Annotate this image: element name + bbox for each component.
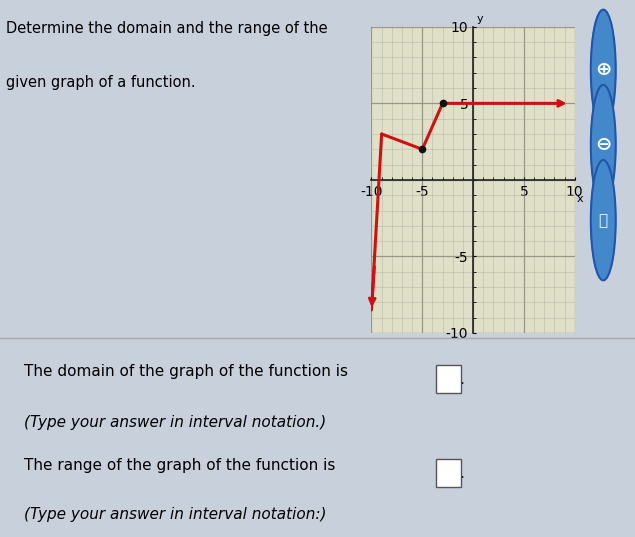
Text: The domain of the graph of the function is: The domain of the graph of the function …: [24, 364, 348, 379]
Text: (Type your answer in interval notation:): (Type your answer in interval notation:): [24, 507, 326, 522]
Text: ⊖: ⊖: [595, 135, 612, 155]
Text: (Type your answer in interval notation.): (Type your answer in interval notation.): [24, 415, 326, 430]
Text: ⊕: ⊕: [595, 60, 612, 79]
Text: x: x: [577, 194, 583, 204]
Circle shape: [591, 10, 616, 130]
Circle shape: [591, 160, 616, 280]
Text: ⧉: ⧉: [599, 213, 608, 228]
FancyBboxPatch shape: [436, 459, 461, 487]
FancyBboxPatch shape: [436, 365, 461, 393]
Text: y: y: [477, 14, 484, 24]
Text: Determine the domain and the range of the: Determine the domain and the range of th…: [6, 21, 328, 37]
Text: .: .: [460, 372, 464, 387]
Text: given graph of a function.: given graph of a function.: [6, 75, 196, 90]
Text: .: .: [460, 466, 464, 481]
Circle shape: [591, 85, 616, 205]
Text: The range of the graph of the function is: The range of the graph of the function i…: [24, 458, 335, 473]
